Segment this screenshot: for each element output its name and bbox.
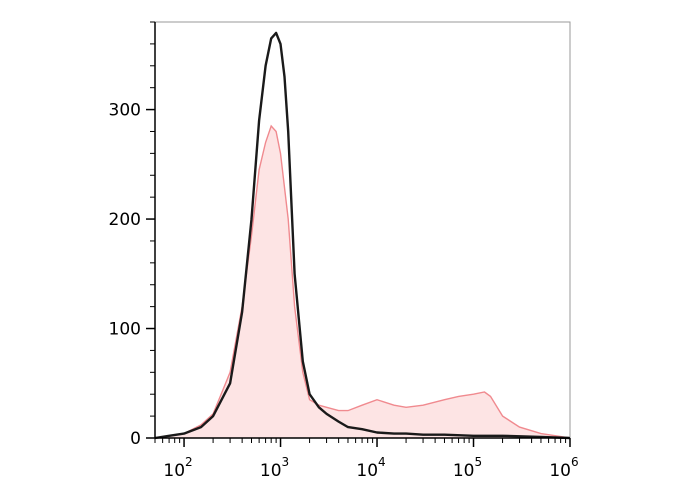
y-tick-label: 300 [109,101,141,121]
axis-layer: 0 100 200 300 102 103 104 105 106 [109,21,579,481]
series-0-line [154,124,571,439]
series-layer [154,31,571,440]
y-tick-label: 200 [109,210,141,230]
x-tick-label: 105 [453,455,482,481]
series-1-line [154,31,571,440]
x-tick-label: 104 [356,455,385,481]
plot-frame [154,21,571,439]
y-tick-label: 100 [109,320,141,340]
y-tick-label: 0 [130,429,141,449]
x-tick-label: 102 [163,455,192,481]
x-tick-label: 103 [260,455,289,481]
x-tick-label: 106 [549,455,578,481]
series-0-area [155,126,570,438]
